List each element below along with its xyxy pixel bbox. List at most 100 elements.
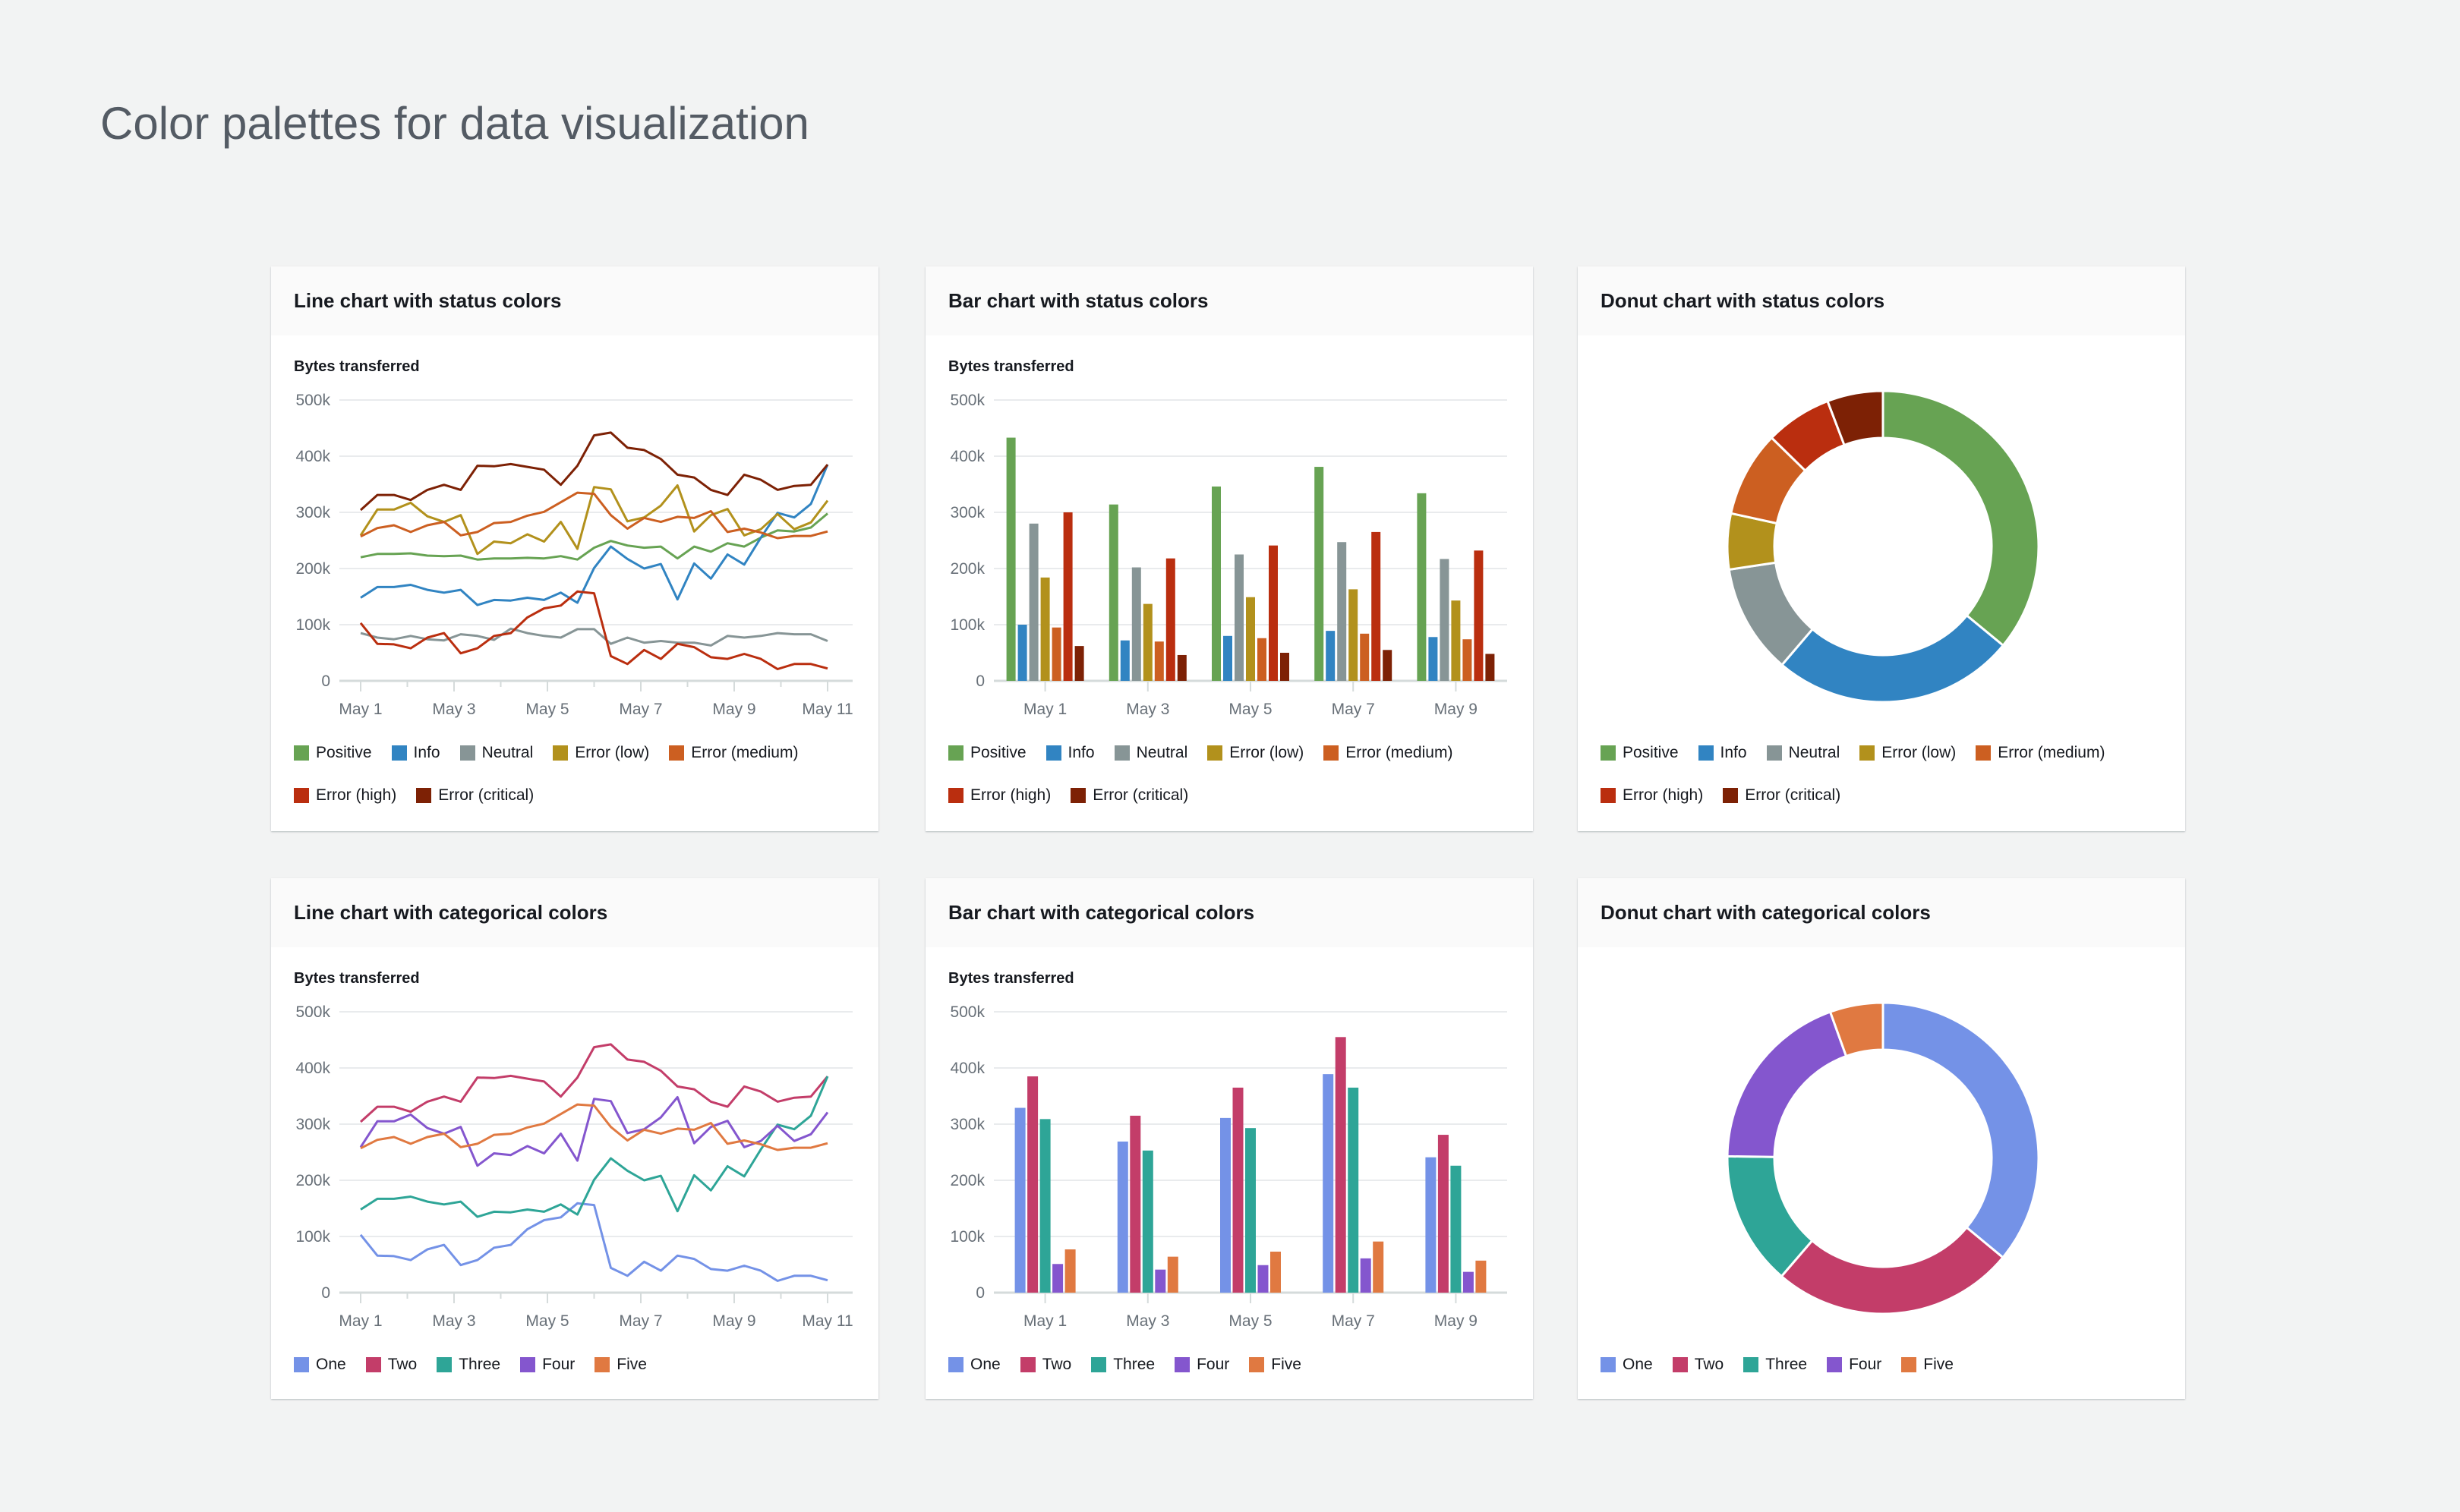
bar-two bbox=[1027, 1076, 1039, 1293]
legend-item[interactable]: Error (high) bbox=[294, 781, 396, 810]
bar-error-critical- bbox=[1177, 654, 1187, 681]
legend-label: Error (high) bbox=[970, 786, 1052, 804]
bar-positive bbox=[1212, 486, 1221, 681]
legend-item[interactable]: Info bbox=[391, 739, 440, 767]
bar-five bbox=[1064, 1249, 1076, 1293]
x-tick-label: May 5 bbox=[525, 701, 569, 718]
bar-five bbox=[1167, 1256, 1178, 1293]
bar-info bbox=[1428, 637, 1438, 681]
bar-three bbox=[1039, 1119, 1051, 1293]
legend-item[interactable]: Five bbox=[594, 1350, 647, 1379]
legend-label: Five bbox=[1923, 1356, 1954, 1373]
legend-item[interactable]: Error (low) bbox=[1207, 739, 1304, 767]
legend-item[interactable]: Neutral bbox=[1114, 739, 1187, 767]
legend-label: Error (medium) bbox=[691, 744, 799, 761]
bar-chart: Bytes transferred 0 100k 200k 300k 400k 500k Ma… bbox=[948, 970, 1507, 1330]
legend-item[interactable]: Error (medium) bbox=[1976, 739, 2105, 767]
bar-positive bbox=[1109, 504, 1118, 681]
legend-label: Neutral bbox=[481, 744, 534, 761]
legend-swatch bbox=[1249, 1357, 1265, 1372]
legend-item[interactable]: Two bbox=[365, 1350, 417, 1379]
legend-label: Three bbox=[1113, 1356, 1156, 1373]
pie-chart bbox=[1726, 1001, 2040, 1315]
legend-item[interactable]: Three bbox=[1743, 1350, 1807, 1379]
legend-label: Error (medium) bbox=[1998, 744, 2105, 761]
y-tick-label: 200k bbox=[295, 1172, 330, 1189]
legend-swatch bbox=[1827, 1357, 1843, 1372]
legend-item[interactable]: Five bbox=[1249, 1350, 1301, 1379]
y-tick-label: 400k bbox=[950, 448, 985, 465]
y-tick-label: 300k bbox=[295, 1116, 330, 1133]
legend-item[interactable]: Positive bbox=[294, 739, 372, 767]
legend-item[interactable]: Five bbox=[1901, 1350, 1954, 1379]
x-tick-label: May 5 bbox=[1228, 701, 1272, 718]
bar-neutral bbox=[1235, 554, 1244, 681]
legend-item[interactable]: Neutral bbox=[459, 739, 534, 767]
legend-item[interactable]: One bbox=[1601, 1350, 1653, 1379]
legend-item[interactable]: Error (critical) bbox=[1071, 781, 1188, 810]
legend-item[interactable]: Two bbox=[1020, 1350, 1071, 1379]
series-line-neutral bbox=[360, 627, 828, 647]
legend-label: Positive bbox=[1623, 744, 1679, 761]
x-tick-label: May 9 bbox=[1434, 701, 1478, 718]
legend-item[interactable]: Error (high) bbox=[948, 781, 1051, 810]
legend-swatch bbox=[1698, 745, 1714, 761]
legend-label: Error (low) bbox=[575, 744, 650, 761]
legend-item[interactable]: Error (critical) bbox=[416, 781, 534, 810]
legend-swatch bbox=[594, 1357, 610, 1372]
bar-positive bbox=[1314, 467, 1324, 681]
y-tick-label: 200k bbox=[950, 560, 985, 578]
legend-item[interactable]: Four bbox=[520, 1350, 575, 1379]
legend-item[interactable]: Positive bbox=[948, 739, 1027, 767]
legend-item[interactable]: Four bbox=[1827, 1350, 1881, 1379]
legend-label: Info bbox=[413, 744, 440, 761]
legend-item[interactable]: Error (medium) bbox=[1323, 739, 1452, 767]
legend: One Two Three Four Five bbox=[294, 1350, 856, 1379]
legend-label: Neutral bbox=[1788, 744, 1840, 761]
bar-positive bbox=[1417, 493, 1427, 681]
legend-item[interactable]: Three bbox=[437, 1350, 500, 1379]
x-tick-label: May 1 bbox=[339, 1312, 382, 1330]
bar-three bbox=[1450, 1165, 1462, 1293]
legend-item[interactable]: Info bbox=[1698, 739, 1747, 767]
legend-item[interactable]: Error (high) bbox=[1601, 781, 1703, 810]
y-tick-label: 400k bbox=[295, 1060, 330, 1077]
legend-swatch bbox=[294, 1357, 309, 1372]
y-tick-label: 500k bbox=[295, 1003, 330, 1021]
donut-segment-five bbox=[1828, 1001, 1884, 1058]
legend-label: One bbox=[1623, 1356, 1653, 1373]
legend-label: Positive bbox=[970, 744, 1027, 761]
bar-two bbox=[1130, 1115, 1141, 1293]
legend-swatch bbox=[1901, 1357, 1917, 1372]
legend-item[interactable]: Error (medium) bbox=[669, 739, 798, 767]
legend-item[interactable]: Error (low) bbox=[1859, 739, 1956, 767]
legend-item[interactable]: Info bbox=[1046, 739, 1095, 767]
bar-error-low- bbox=[1451, 600, 1461, 681]
bar-error-medium- bbox=[1462, 639, 1472, 681]
series-line-positive bbox=[360, 512, 828, 561]
legend-swatch bbox=[1672, 1357, 1688, 1372]
legend-swatch bbox=[669, 745, 685, 761]
bar-status-card: Bar chart with status colors Bytes transf… bbox=[926, 266, 1533, 831]
legend-item[interactable]: Four bbox=[1175, 1350, 1229, 1379]
line-cat-card: Line chart with categorical colors Bytes … bbox=[271, 878, 878, 1399]
legend-item[interactable]: Two bbox=[1672, 1350, 1724, 1379]
legend-swatch bbox=[1601, 1357, 1616, 1372]
legend-item[interactable]: Neutral bbox=[1766, 739, 1840, 767]
legend-item[interactable]: One bbox=[948, 1350, 1001, 1379]
y-tick-label: 500k bbox=[295, 392, 330, 409]
legend-item[interactable]: Error (low) bbox=[553, 739, 649, 767]
legend-item[interactable]: Positive bbox=[1601, 739, 1679, 767]
legend-item[interactable]: One bbox=[294, 1350, 346, 1379]
donut-segment-two bbox=[1780, 1226, 2005, 1315]
legend-label: Five bbox=[617, 1356, 647, 1373]
bar-four bbox=[1052, 1264, 1064, 1293]
y-axis-title: Bytes transferred bbox=[948, 970, 1074, 987]
legend-item[interactable]: Error (critical) bbox=[1723, 781, 1840, 810]
legend-item[interactable]: Three bbox=[1091, 1350, 1155, 1379]
legend-swatch bbox=[1046, 745, 1061, 761]
y-tick-label: 0 bbox=[976, 673, 985, 690]
y-axis-title: Bytes transferred bbox=[948, 358, 1074, 375]
series-line-three bbox=[360, 1076, 829, 1218]
bar-two bbox=[1232, 1087, 1244, 1293]
